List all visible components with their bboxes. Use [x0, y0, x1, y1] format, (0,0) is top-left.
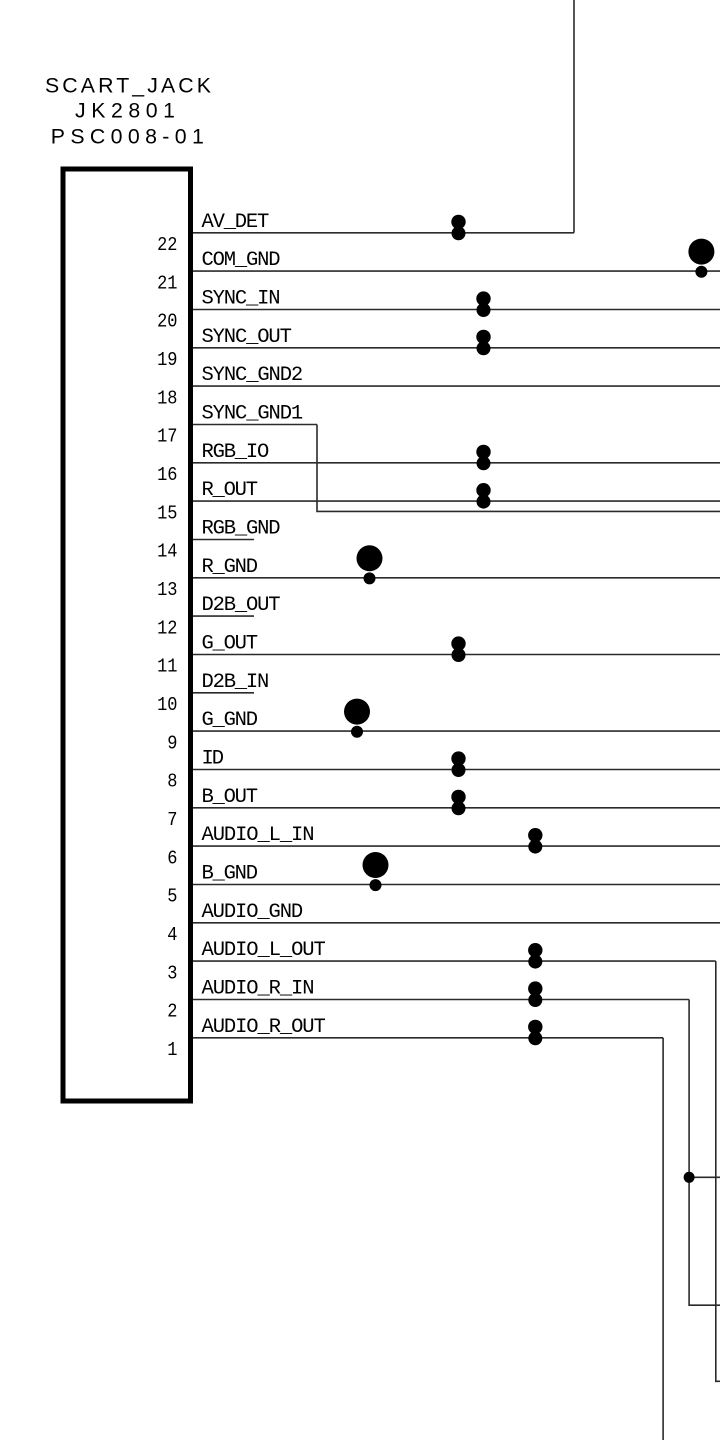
svg-text:G_OUT: G_OUT: [202, 633, 259, 656]
svg-text:8: 8: [167, 771, 177, 793]
svg-text:2: 2: [167, 1001, 177, 1023]
svg-text:B_OUT: B_OUT: [202, 786, 259, 809]
svg-text:D2B_OUT: D2B_OUT: [202, 594, 281, 617]
svg-text:SYNC_GND2: SYNC_GND2: [202, 364, 304, 387]
svg-text:RGB_GND: RGB_GND: [202, 518, 281, 541]
svg-text:AUDIO_L_IN: AUDIO_L_IN: [202, 824, 315, 847]
svg-text:COM_GND: COM_GND: [202, 249, 281, 272]
svg-text:AUDIO_GND: AUDIO_GND: [202, 901, 304, 924]
svg-text:SYNC_IN: SYNC_IN: [202, 288, 281, 311]
svg-text:18: 18: [157, 387, 177, 409]
svg-text:16: 16: [157, 464, 177, 486]
svg-text:20: 20: [157, 311, 177, 333]
svg-text:1: 1: [167, 1039, 177, 1061]
svg-text:4: 4: [167, 924, 177, 946]
svg-text:R_OUT: R_OUT: [202, 479, 259, 502]
svg-text:10: 10: [157, 694, 177, 716]
svg-text:6: 6: [167, 847, 177, 869]
svg-text:17: 17: [157, 426, 177, 448]
svg-text:AUDIO_L_OUT: AUDIO_L_OUT: [202, 939, 326, 962]
svg-text:12: 12: [157, 617, 177, 639]
svg-text:9: 9: [167, 732, 177, 754]
svg-text:ID: ID: [202, 748, 225, 771]
svg-text:14: 14: [157, 541, 177, 563]
svg-text:22: 22: [157, 234, 177, 256]
svg-text:19: 19: [157, 349, 177, 371]
svg-text:D2B_IN: D2B_IN: [202, 671, 270, 694]
svg-text:7: 7: [167, 809, 177, 831]
svg-text:5: 5: [167, 886, 177, 908]
svg-text:RGB_IO: RGB_IO: [202, 441, 270, 464]
svg-text:AV_DET: AV_DET: [202, 211, 270, 234]
svg-text:B_GND: B_GND: [202, 863, 259, 886]
svg-text:AUDIO_R_OUT: AUDIO_R_OUT: [202, 1016, 326, 1039]
svg-text:SCART_JACK: SCART_JACK: [45, 74, 211, 98]
svg-text:AUDIO_R_IN: AUDIO_R_IN: [202, 978, 315, 1001]
svg-text:13: 13: [157, 579, 177, 601]
svg-text:SYNC_GND1: SYNC_GND1: [202, 403, 304, 426]
svg-text:SYNC_OUT: SYNC_OUT: [202, 326, 292, 349]
svg-text:G_GND: G_GND: [202, 709, 259, 732]
svg-text:15: 15: [157, 502, 177, 524]
svg-text:R_GND: R_GND: [202, 556, 259, 579]
svg-text:PSC008-01: PSC008-01: [51, 125, 204, 149]
svg-text:11: 11: [157, 656, 177, 678]
svg-text:21: 21: [157, 272, 177, 294]
svg-text:3: 3: [167, 962, 177, 984]
